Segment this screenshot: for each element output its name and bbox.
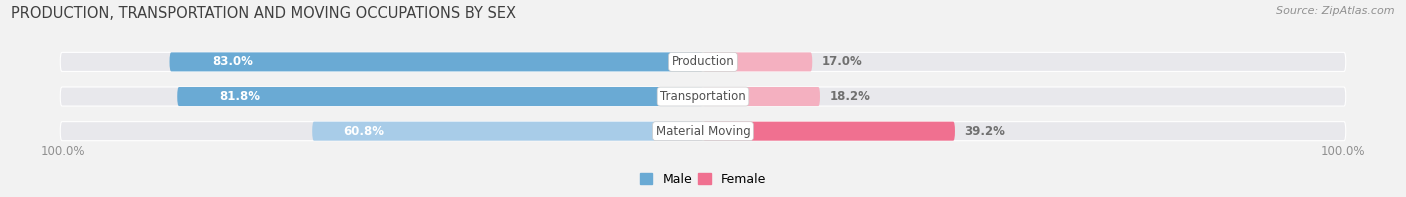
Text: Source: ZipAtlas.com: Source: ZipAtlas.com [1277, 6, 1395, 16]
FancyBboxPatch shape [312, 122, 703, 141]
Text: 100.0%: 100.0% [41, 145, 86, 158]
FancyBboxPatch shape [60, 52, 1346, 72]
Text: 81.8%: 81.8% [219, 90, 260, 103]
Text: PRODUCTION, TRANSPORTATION AND MOVING OCCUPATIONS BY SEX: PRODUCTION, TRANSPORTATION AND MOVING OC… [11, 6, 516, 21]
FancyBboxPatch shape [170, 52, 703, 72]
FancyBboxPatch shape [60, 87, 1346, 106]
Text: 17.0%: 17.0% [823, 55, 863, 68]
Text: 18.2%: 18.2% [830, 90, 870, 103]
FancyBboxPatch shape [703, 87, 820, 106]
FancyBboxPatch shape [177, 87, 703, 106]
Text: Production: Production [672, 55, 734, 68]
Text: 83.0%: 83.0% [212, 55, 253, 68]
Text: 39.2%: 39.2% [965, 125, 1005, 138]
Text: Material Moving: Material Moving [655, 125, 751, 138]
FancyBboxPatch shape [703, 52, 813, 72]
Text: Transportation: Transportation [661, 90, 745, 103]
Text: 100.0%: 100.0% [1320, 145, 1365, 158]
Legend: Male, Female: Male, Female [636, 168, 770, 191]
FancyBboxPatch shape [60, 122, 1346, 141]
Text: 60.8%: 60.8% [343, 125, 384, 138]
FancyBboxPatch shape [703, 122, 955, 141]
